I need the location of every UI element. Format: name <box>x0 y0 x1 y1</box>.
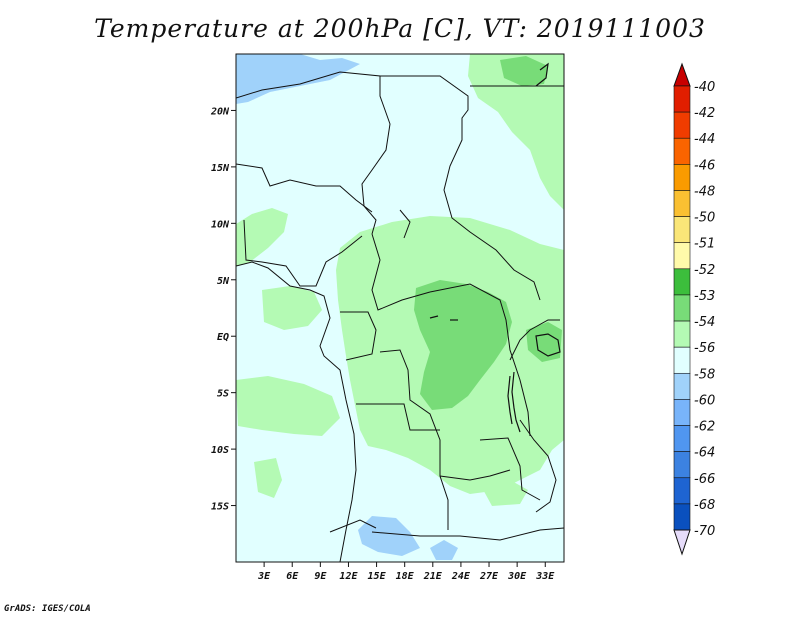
y-tick-label: 10N <box>211 219 230 230</box>
colorbar-label: -50 <box>694 211 715 226</box>
warm-region-gulf <box>262 286 322 330</box>
colorbar-bottom-arrow <box>673 529 691 556</box>
colorbar-label: -70 <box>694 524 715 539</box>
warm-region-southeast-band <box>480 480 528 506</box>
colorbar-segment <box>673 216 691 244</box>
y-tick-label: 10S <box>211 445 229 456</box>
warm-region-south-band <box>254 458 282 498</box>
colorbar-segment <box>673 477 691 505</box>
cold-region-southeast <box>430 540 458 560</box>
colorbar-label: -68 <box>694 498 715 513</box>
colorbar-segment <box>673 137 691 165</box>
colorbar-segment <box>673 111 691 139</box>
colorbar-label: -53 <box>694 289 715 304</box>
colorbar-label: -51 <box>694 237 715 252</box>
x-tick-label: 18E <box>396 571 415 582</box>
x-tick-label: 27E <box>479 571 499 582</box>
colorbar: -40 -42 -44 -46 -48 -50 -51 -52 -53 -54 -56 -58 -60 -… <box>673 62 715 556</box>
y-tick-label: 15S <box>211 502 229 513</box>
colorbar-segment <box>673 268 691 296</box>
x-tick-label: 9E <box>314 571 327 582</box>
x-tick-label: 21E <box>423 571 443 582</box>
core-region-congo <box>414 280 512 410</box>
x-axis: 3E 6E 9E 12E 15E 18E 21E 24E 27E 30E 33E <box>257 562 555 582</box>
colorbar-segment <box>673 294 691 322</box>
x-tick-label: 6E <box>286 571 299 582</box>
warm-region-northeast <box>468 54 564 210</box>
colorbar-segment <box>673 320 691 348</box>
colorbar-label: -60 <box>694 393 715 408</box>
colorbar-label: -58 <box>694 367 715 382</box>
core-region-northeast <box>500 56 548 86</box>
colorbar-segment <box>673 242 691 270</box>
colorbar-label: -64 <box>694 446 715 461</box>
colorbar-segment <box>673 451 691 479</box>
x-tick-label: 30E <box>507 571 527 582</box>
colorbar-segment <box>673 399 691 426</box>
colorbar-label: -42 <box>694 106 715 121</box>
y-tick-label: EQ <box>217 332 229 343</box>
colorbar-top-arrow <box>673 62 691 87</box>
warm-region-west-coast <box>236 208 288 266</box>
y-tick-label: 20N <box>210 106 230 117</box>
x-tick-label: 12E <box>339 571 358 582</box>
map-frame <box>235 53 565 563</box>
colorbar-label: -66 <box>694 472 715 487</box>
colorbar-segment <box>673 425 691 452</box>
cold-region-south <box>358 516 420 556</box>
grads-credit: GrADS: IGES/COLA <box>4 604 91 614</box>
colorbar-segment <box>673 85 691 113</box>
colorbar-label: -46 <box>694 158 715 173</box>
y-tick-label: 15N <box>211 163 230 174</box>
colorbar-segment <box>673 346 691 374</box>
colorbar-segment <box>673 164 691 191</box>
temperature-field <box>236 54 564 560</box>
colorbar-label: -52 <box>694 263 715 278</box>
colorbar-segment <box>673 190 691 217</box>
colorbar-segment <box>673 503 691 531</box>
warm-region-southwest <box>236 376 340 436</box>
colorbar-label: -54 <box>694 315 715 330</box>
core-region-east-lakes <box>526 322 562 362</box>
country-borders <box>236 71 564 562</box>
x-tick-label: 3E <box>257 571 271 582</box>
colorbar-label: -44 <box>694 132 715 147</box>
colorbar-label: -40 <box>694 80 715 95</box>
colorbar-label: -56 <box>694 341 715 356</box>
lakes <box>429 62 561 433</box>
y-axis: 20N 15N 10N 5N EQ 5S 10S 15S <box>210 106 236 513</box>
colorbar-label: -48 <box>694 184 715 199</box>
x-tick-label: 33E <box>535 571 555 582</box>
chart-title: Temperature at 200hPa [C], VT: 201911100… <box>94 14 706 43</box>
cold-region-northwest <box>236 54 360 104</box>
colorbar-label: -62 <box>694 420 715 435</box>
x-tick-label: 15E <box>368 571 387 582</box>
colorbar-segment <box>673 372 691 400</box>
y-tick-label: 5S <box>217 389 229 400</box>
y-tick-label: 5N <box>217 276 230 287</box>
x-tick-label: 24E <box>451 571 471 582</box>
